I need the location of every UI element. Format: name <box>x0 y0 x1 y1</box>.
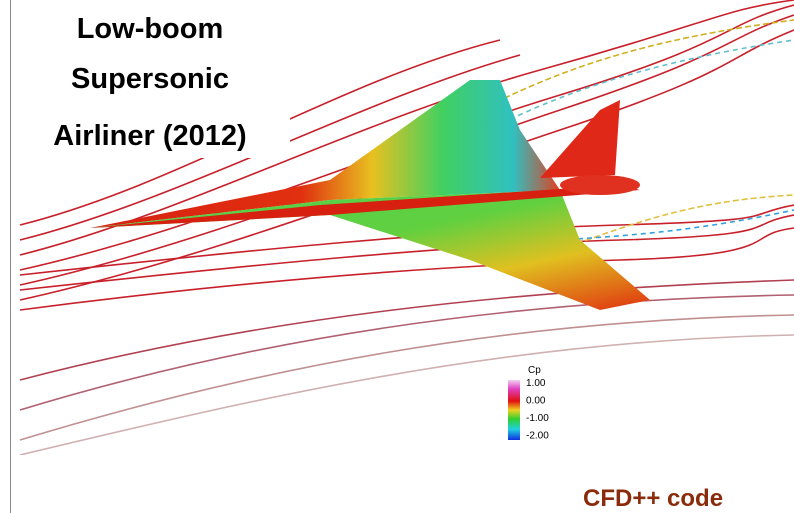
colorbar-tick-label: 1.00 <box>526 378 546 389</box>
page: Low-boom Supersonic Airliner (2012) Cp 1… <box>0 0 794 513</box>
colorbar-label: Cp <box>528 365 541 376</box>
title-line: Airliner (2012) <box>53 120 246 152</box>
colorbar-tick-label: -2.00 <box>526 431 549 442</box>
colorbar-tick-label: 0.00 <box>526 396 546 407</box>
colorbar-tick-label: -1.00 <box>526 413 549 424</box>
colorbar: Cp 1.00 0.00 -1.00 -2.00 <box>508 365 549 442</box>
slide: Low-boom Supersonic Airliner (2012) Cp 1… <box>0 0 794 513</box>
title-line: Supersonic <box>71 63 229 95</box>
title-line: Low-boom <box>77 13 224 45</box>
caption: CFD++ code <box>583 485 723 512</box>
colorbar-scale <box>508 380 520 440</box>
